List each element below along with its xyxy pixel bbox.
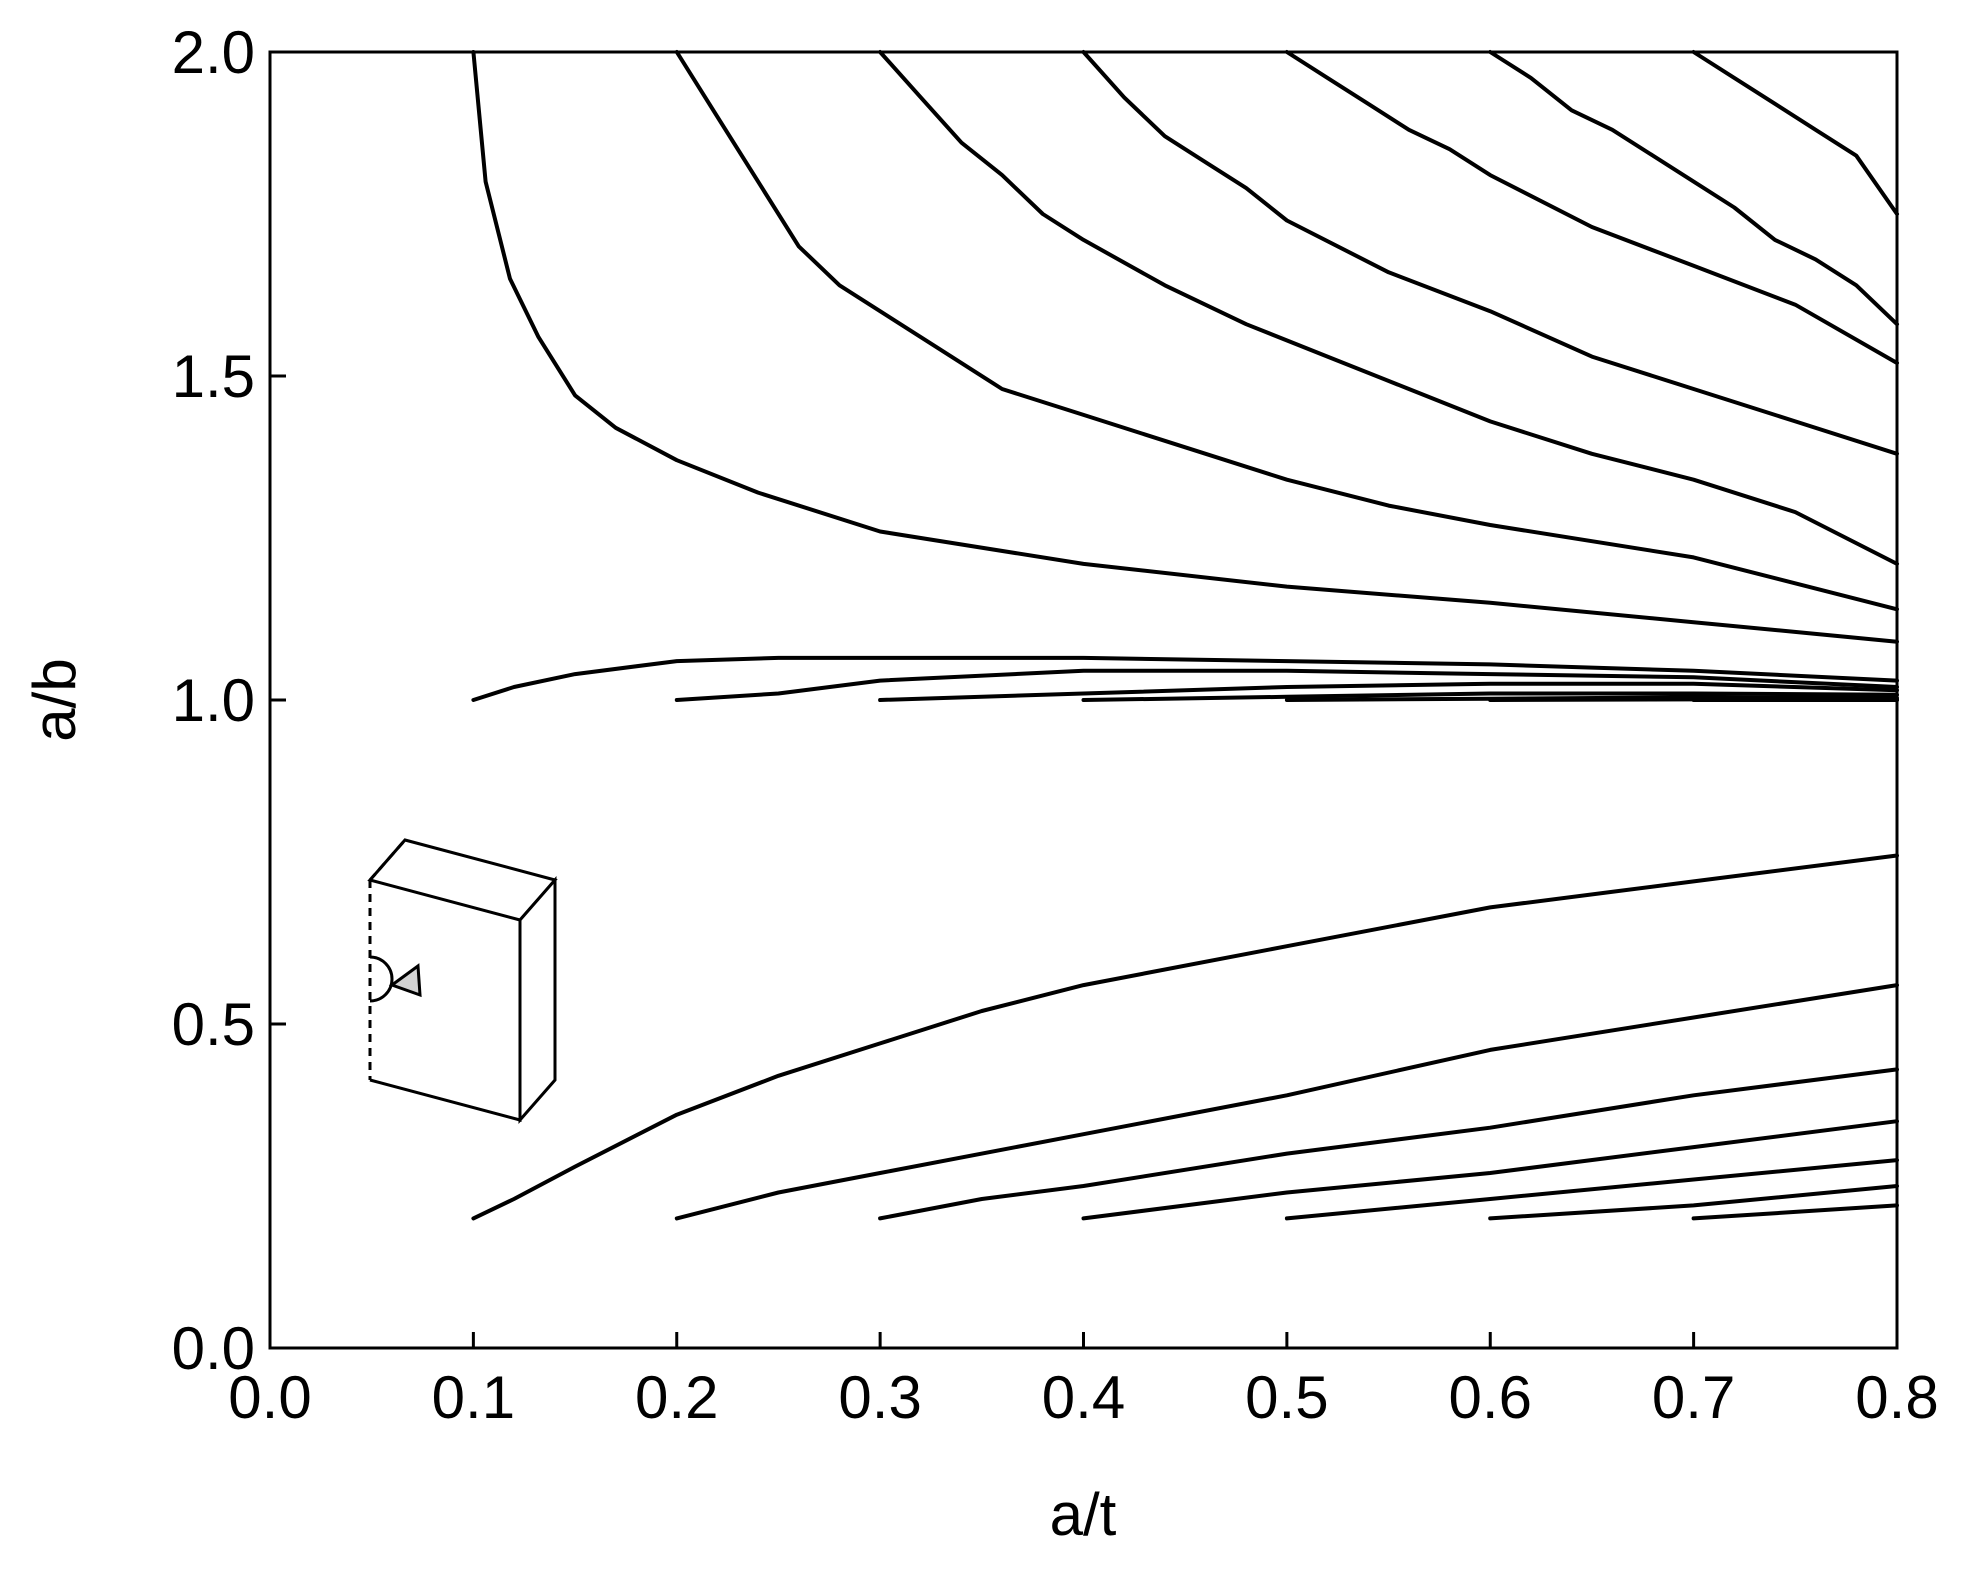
y-axis-ticks: 0.0 0.5 1.0 1.5 2.0 — [172, 19, 286, 1382]
y-axis-title: a/b — [21, 658, 88, 741]
series-line-7 — [1691, 50, 1899, 216]
series-lines — [471, 50, 1899, 1221]
series-line-1 — [471, 50, 1899, 644]
x-tick-label: 0.3 — [838, 1364, 921, 1431]
series-line-18 — [1081, 1119, 1899, 1221]
series-line-11 — [1081, 691, 1899, 702]
y-tick-label: 0.5 — [172, 991, 255, 1058]
y-tick-label: 2.0 — [172, 19, 255, 86]
series-line-3 — [878, 50, 1899, 566]
series-line-9 — [674, 668, 1899, 702]
series-line-16 — [674, 983, 1899, 1221]
x-tick-label: 0.5 — [1245, 1364, 1328, 1431]
x-tick-label: 0.7 — [1652, 1364, 1735, 1431]
y-tick-label: 1.5 — [172, 343, 255, 410]
x-tick-label: 0.1 — [432, 1364, 515, 1431]
series-line-20 — [1488, 1184, 1899, 1221]
x-axis-title: a/t — [1050, 1481, 1117, 1548]
series-line-17 — [878, 1067, 1899, 1221]
x-tick-label: 0.0 — [228, 1364, 311, 1431]
series-line-6 — [1488, 50, 1899, 327]
series-line-2 — [674, 50, 1899, 612]
y-tick-label: 0.0 — [172, 1315, 255, 1382]
series-line-21 — [1691, 1203, 1899, 1221]
series-line-15 — [471, 853, 1899, 1221]
x-tick-label: 0.2 — [635, 1364, 718, 1431]
x-tick-label: 0.4 — [1042, 1364, 1125, 1431]
series-line-5 — [1284, 50, 1899, 365]
series-line-19 — [1284, 1158, 1899, 1221]
series-line-8 — [471, 655, 1899, 702]
x-axis-ticks: 0.0 0.1 0.2 0.3 0.4 0.5 0.6 0.7 0.8 — [228, 1332, 1939, 1431]
series-line-4 — [1081, 50, 1899, 456]
series-line-10 — [878, 681, 1899, 702]
x-tick-label: 0.8 — [1855, 1364, 1938, 1431]
x-tick-label: 0.6 — [1449, 1364, 1532, 1431]
semi-elliptical-surface-crack-plate-icon — [367, 838, 558, 1124]
y-tick-label: 1.0 — [172, 667, 255, 734]
